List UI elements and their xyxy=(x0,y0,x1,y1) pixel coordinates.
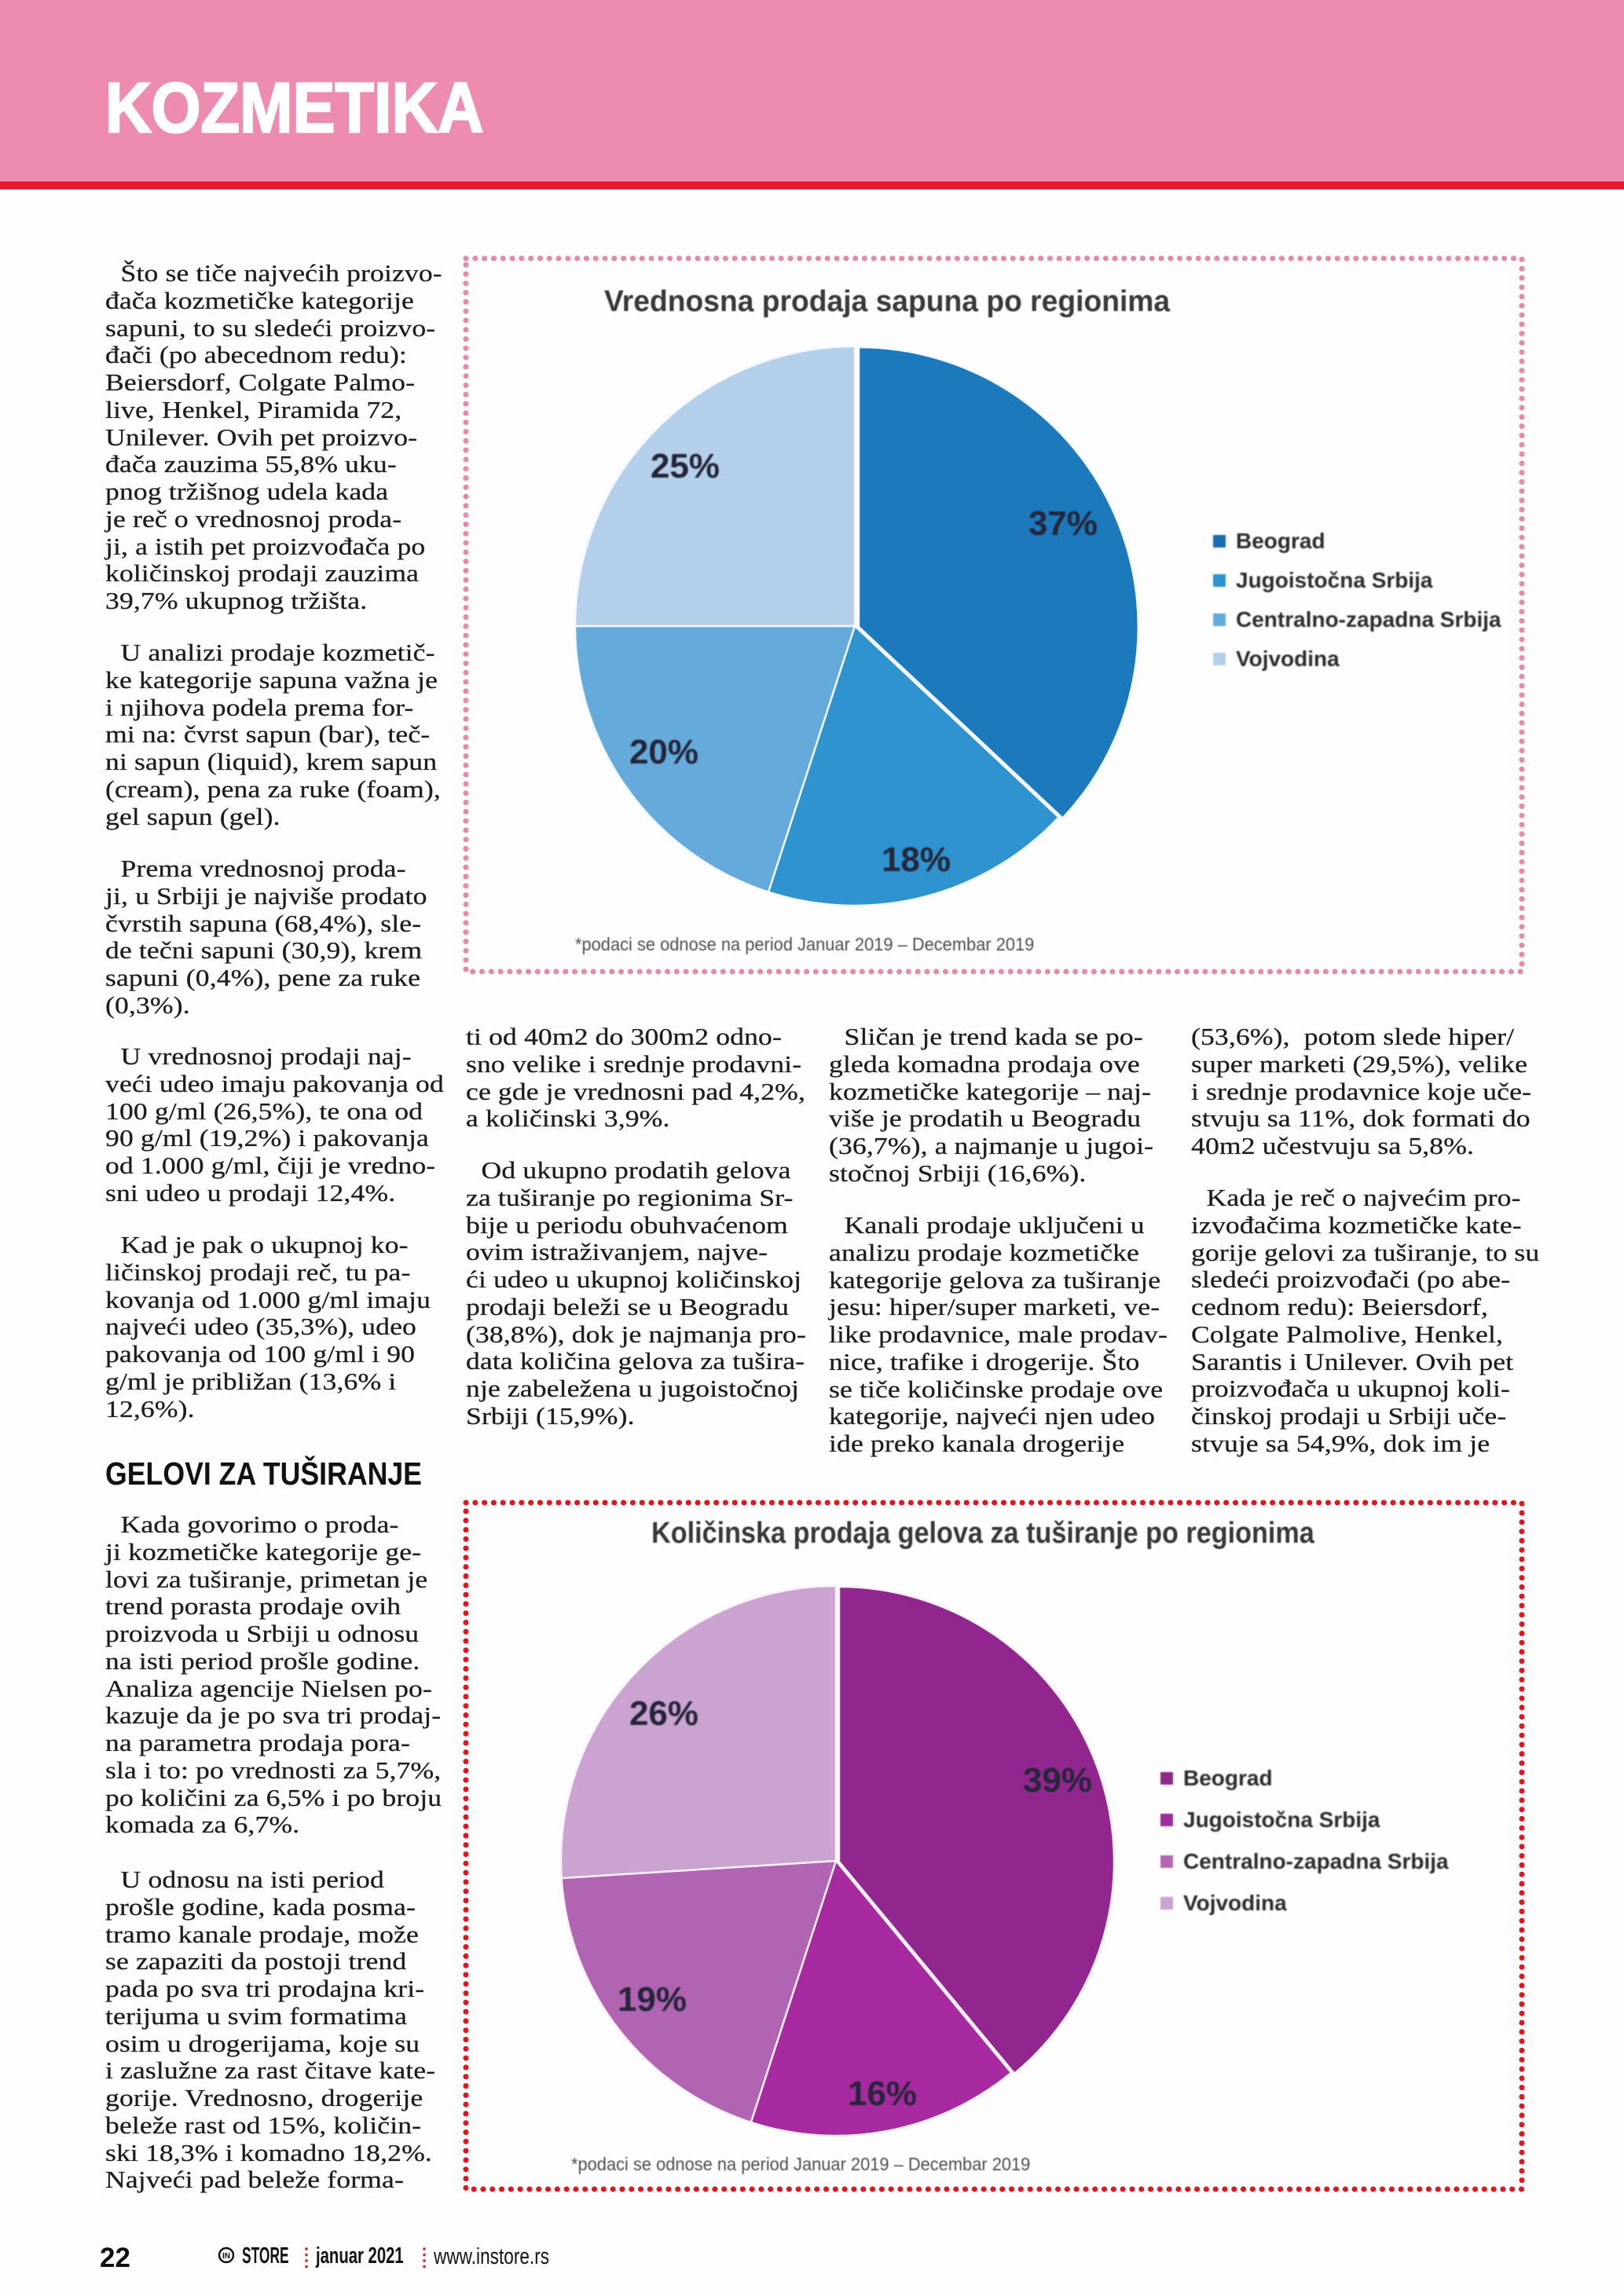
svg-text:IN: IN xyxy=(222,2252,230,2261)
